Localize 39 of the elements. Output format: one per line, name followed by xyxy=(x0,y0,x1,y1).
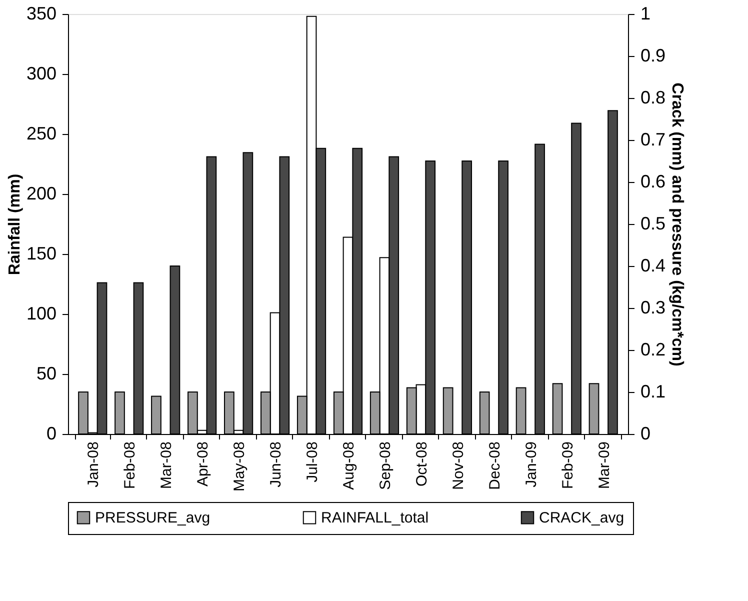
x-tick-label: Dec-08 xyxy=(486,442,504,490)
y-tick-label: 350 xyxy=(26,4,56,24)
legend-label: RAINFALL_total xyxy=(321,510,429,527)
x-tick-label: Feb-08 xyxy=(122,442,139,490)
x-tick-label: Nov-08 xyxy=(450,442,467,490)
y-tick-label: 150 xyxy=(26,244,56,264)
legend-label: CRACK_avg xyxy=(539,510,624,527)
x-tick-label: Feb-09 xyxy=(559,442,576,490)
y2-axis-title: Crack (mm) and pressure (kg/cm*cm) xyxy=(668,82,686,366)
y2-tick-label: 0.7 xyxy=(640,130,666,150)
y2-tick-label: 0.6 xyxy=(640,172,666,192)
y2-tick-label: 0 xyxy=(640,424,651,444)
x-tick-label: Apr-08 xyxy=(194,442,212,487)
y2-tick-label: 1 xyxy=(640,4,651,24)
y2-tick-label: 0.3 xyxy=(640,298,666,318)
y-tick-label: 50 xyxy=(36,364,56,384)
y-tick-label: 200 xyxy=(26,184,56,204)
x-tick-label: Sep-08 xyxy=(376,442,394,490)
y2-tick-label: 0.1 xyxy=(640,382,666,402)
y2-tick-label: 0.8 xyxy=(640,88,666,108)
y2-tick-label: 0.2 xyxy=(640,340,666,360)
y-tick-label: 300 xyxy=(26,64,56,84)
x-tick-label: Oct-08 xyxy=(413,442,430,487)
x-tick-label: Mar-08 xyxy=(158,442,176,490)
x-tick-label: Jul-08 xyxy=(304,442,322,482)
y2-tick-label: 0.4 xyxy=(640,256,666,276)
y-tick-label: 100 xyxy=(26,304,56,324)
x-tick-label: Jun-08 xyxy=(268,442,285,488)
y-tick-label: 0 xyxy=(46,424,56,444)
x-tick-label: May-08 xyxy=(231,442,248,492)
y2-tick-label: 0.5 xyxy=(640,214,666,234)
y2-tick-label: 0.9 xyxy=(640,46,666,66)
x-tick-label: Jan-08 xyxy=(85,442,102,488)
y-tick-label: 250 xyxy=(26,124,56,144)
x-tick-label: Jan-09 xyxy=(522,442,540,488)
x-tick-label: Mar-09 xyxy=(596,442,613,490)
y-axis-title: Rainfall (mm) xyxy=(6,174,24,276)
legend-label: PRESSURE_avg xyxy=(95,510,210,527)
x-tick-label: Aug-08 xyxy=(340,442,358,490)
